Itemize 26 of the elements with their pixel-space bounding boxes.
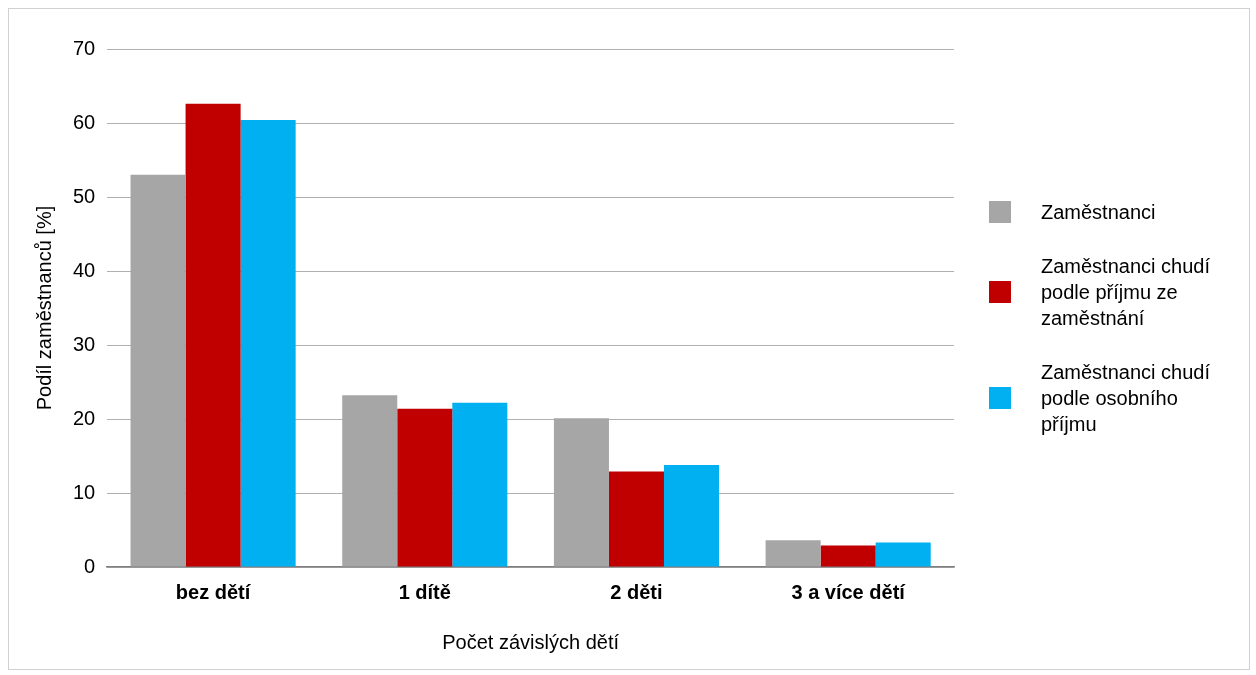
x-tick-label: 3 a více dětí [791,580,907,603]
x-tick-label: bez dětí [175,580,252,603]
y-axis-title: Podíl zaměstnanců [%] [32,205,55,411]
bar [185,103,241,567]
bar [608,471,664,567]
bar [765,540,821,567]
bar [452,402,508,567]
y-tick-label: 10 [73,480,96,503]
bar [820,545,876,567]
bar [240,120,296,567]
legend-label: Zaměstnanci chudí podle osobního příjmu [1041,360,1211,437]
x-tick-label: 1 dítě [398,580,451,603]
legend-label: Zaměstnanci chudí podle příjmu ze zaměstnání [1041,254,1211,331]
y-tick-label: 0 [84,554,96,577]
y-tick-label: 50 [73,184,96,207]
x-tick-label: 2 děti [610,580,663,603]
y-tick-label: 40 [73,258,96,281]
legend-label: Zaměstnanci [1041,200,1156,225]
bar [397,408,453,567]
x-axis-title: Počet závislých dětí [442,630,620,653]
bar [875,542,931,567]
y-tick-label: 60 [73,110,96,133]
y-tick-label: 20 [73,406,96,429]
y-tick-label: 30 [73,332,96,355]
y-tick-label: 70 [73,36,96,59]
bar [663,464,720,567]
